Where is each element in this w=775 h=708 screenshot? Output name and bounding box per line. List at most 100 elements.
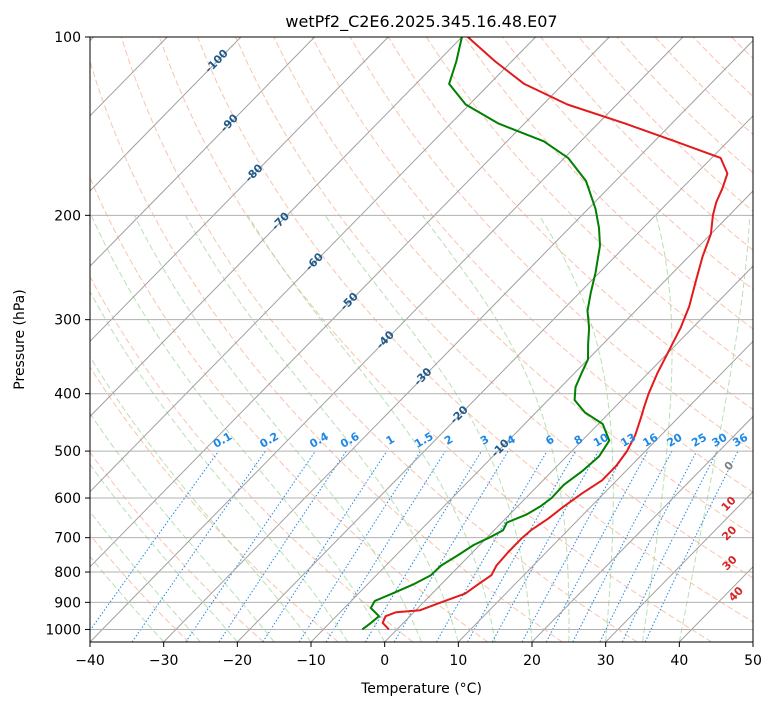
mixing-ratio-label: 2 bbox=[442, 433, 455, 448]
isotherm-line bbox=[310, 190, 753, 642]
x-axis: −40 −30 −20 −10 0 10 20 30 40 50 bbox=[75, 642, 762, 669]
dry-adiabat bbox=[616, 37, 753, 174]
dry-adiabat bbox=[235, 37, 753, 579]
mixing-ratio-line bbox=[325, 450, 446, 642]
pressure-gridlines bbox=[90, 36, 753, 630]
y-tick-label: 300 bbox=[54, 313, 81, 329]
mixing-ratio-line bbox=[644, 450, 739, 642]
mixing-ratio-label: 25 bbox=[689, 431, 709, 450]
moist-adiabat bbox=[90, 510, 201, 642]
mixing-ratio-label: 0.6 bbox=[338, 430, 362, 451]
dry-adiabat bbox=[90, 176, 488, 642]
mixing-ratio-line bbox=[364, 450, 483, 642]
theta-e-label: 10 bbox=[719, 494, 739, 514]
moist-adiabat bbox=[642, 215, 673, 642]
mixing-ratio-label: 30 bbox=[710, 431, 730, 450]
x-tick-label: −10 bbox=[296, 653, 326, 669]
isotherm-line bbox=[90, 37, 610, 568]
mixing-ratio-label: 0.4 bbox=[307, 430, 331, 451]
mixing-ratio-label: 1.5 bbox=[412, 430, 435, 451]
mixing-ratio-line bbox=[621, 450, 718, 642]
theta-e-label: 30 bbox=[720, 553, 740, 573]
isotherm-line bbox=[678, 566, 753, 642]
x-tick-label: 40 bbox=[670, 653, 688, 669]
mixing-ratio-line bbox=[298, 450, 422, 642]
mixing-ratio-label: 3 bbox=[478, 433, 491, 448]
y-tick-label: 200 bbox=[54, 208, 81, 224]
y-tick-label: 500 bbox=[54, 444, 81, 460]
y-tick-label: 1000 bbox=[45, 622, 81, 638]
dry-adiabat bbox=[502, 37, 753, 290]
y-axis-label: Pressure (hPa) bbox=[12, 289, 28, 389]
chart-title: wetPf2_C2E6.2025.345.16.48.E07 bbox=[285, 12, 557, 32]
y-tick-label: 700 bbox=[54, 531, 81, 547]
dry-adiabat bbox=[311, 37, 753, 493]
isotherm-line bbox=[90, 37, 536, 493]
dewpoint-trace bbox=[361, 37, 611, 631]
y-tick-label: 400 bbox=[54, 387, 81, 403]
dry-adiabat bbox=[90, 59, 563, 642]
moist-adiabat bbox=[90, 215, 386, 642]
isotherm-line bbox=[163, 39, 753, 642]
y-tick-label: 800 bbox=[54, 565, 81, 581]
dry-adiabat bbox=[692, 37, 753, 98]
y-tick-label: 600 bbox=[54, 491, 81, 507]
dry-adiabat bbox=[90, 275, 414, 642]
y-tick-label: 100 bbox=[54, 30, 81, 46]
mixing-ratio-label: 10 bbox=[591, 431, 611, 450]
theta-e-label: 0 bbox=[722, 458, 737, 473]
background-lines bbox=[90, 37, 775, 642]
isotherm-line bbox=[605, 490, 753, 642]
moist-adiabat bbox=[678, 215, 751, 642]
isotherm-line bbox=[457, 340, 753, 642]
isotherm-line bbox=[384, 265, 753, 642]
mixing-ratio-line bbox=[491, 450, 599, 642]
dry-adiabat bbox=[120, 37, 638, 642]
moist-adiabat bbox=[538, 215, 614, 642]
x-tick-label: −20 bbox=[223, 653, 253, 669]
mixing-ratio-line bbox=[435, 450, 548, 642]
x-tick-label: 20 bbox=[523, 653, 541, 669]
mixing-ratio-label: 0.1 bbox=[211, 430, 234, 451]
mixing-ratio-line bbox=[185, 450, 316, 642]
y-axis: 1000 900 800 700 600 500 400 300 200 100 bbox=[45, 30, 90, 638]
x-tick-label: −40 bbox=[75, 653, 105, 669]
temperature-trace bbox=[381, 37, 729, 631]
mixing-ratio-line bbox=[545, 450, 649, 642]
dry-adiabat bbox=[90, 534, 190, 642]
plot-frame bbox=[89, 36, 754, 643]
isotherm-line bbox=[90, 37, 389, 343]
isotherm-line bbox=[752, 641, 753, 642]
mixing-ratio-label: 6 bbox=[543, 433, 556, 448]
isotherm-line bbox=[90, 37, 463, 418]
mixing-ratio-line bbox=[521, 450, 627, 642]
dry-adiabat bbox=[770, 37, 775, 642]
moist-adiabat bbox=[90, 412, 275, 642]
mixing-ratio-line bbox=[218, 450, 347, 642]
dry-adiabat bbox=[425, 37, 753, 370]
dry-adiabat bbox=[654, 37, 753, 136]
mixing-ratio-line bbox=[599, 450, 698, 642]
moist-adiabat bbox=[90, 355, 312, 642]
moist-adiabat bbox=[90, 463, 238, 642]
isotherm-line bbox=[90, 37, 315, 267]
mixing-ratio-line bbox=[131, 450, 266, 642]
mixing-ratio-line bbox=[572, 450, 673, 642]
mixing-ratio-label: 20 bbox=[665, 431, 685, 450]
moist-adiabat bbox=[133, 215, 422, 642]
y-tick-label: 900 bbox=[54, 595, 81, 611]
isotherm-line bbox=[236, 115, 753, 642]
sounding-series bbox=[361, 37, 729, 631]
mixing-ratio-label: 16 bbox=[640, 431, 660, 450]
theta-e-label: 40 bbox=[726, 584, 746, 604]
dry-adiabat bbox=[273, 37, 753, 536]
isotherm-line bbox=[90, 37, 242, 192]
x-tick-label: 0 bbox=[380, 653, 389, 669]
mixing-ratio-line bbox=[90, 450, 220, 632]
moist-adiabat bbox=[90, 290, 349, 642]
moist-adiabat bbox=[324, 215, 533, 642]
mixing-ratio-line bbox=[393, 450, 509, 642]
moist-adiabat bbox=[421, 215, 570, 642]
dry-adiabat bbox=[464, 37, 753, 330]
